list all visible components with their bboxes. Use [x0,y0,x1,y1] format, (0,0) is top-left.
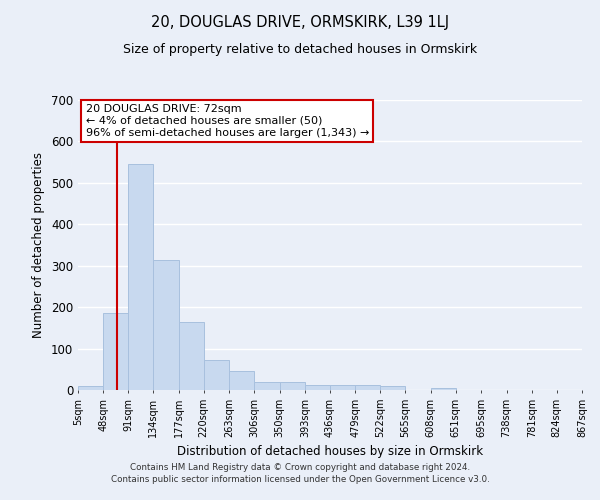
Bar [179,322,204,390]
Bar [154,260,179,390]
Bar [431,388,456,390]
Bar [330,384,355,390]
Bar [380,386,406,390]
Bar [204,360,229,390]
Bar [229,372,254,390]
Text: 20, DOUGLAS DRIVE, ORMSKIRK, L39 1LJ: 20, DOUGLAS DRIVE, ORMSKIRK, L39 1LJ [151,15,449,30]
Bar [280,382,305,390]
Bar [103,312,128,390]
Bar [305,385,330,390]
Bar [78,386,103,390]
Bar [128,164,154,390]
Bar [355,384,380,390]
X-axis label: Distribution of detached houses by size in Ormskirk: Distribution of detached houses by size … [177,446,483,458]
Y-axis label: Number of detached properties: Number of detached properties [32,152,46,338]
Text: Contains HM Land Registry data © Crown copyright and database right 2024.: Contains HM Land Registry data © Crown c… [130,464,470,472]
Bar [254,382,280,390]
Text: Size of property relative to detached houses in Ormskirk: Size of property relative to detached ho… [123,42,477,56]
Text: 20 DOUGLAS DRIVE: 72sqm
← 4% of detached houses are smaller (50)
96% of semi-det: 20 DOUGLAS DRIVE: 72sqm ← 4% of detached… [86,104,369,138]
Text: Contains public sector information licensed under the Open Government Licence v3: Contains public sector information licen… [110,475,490,484]
